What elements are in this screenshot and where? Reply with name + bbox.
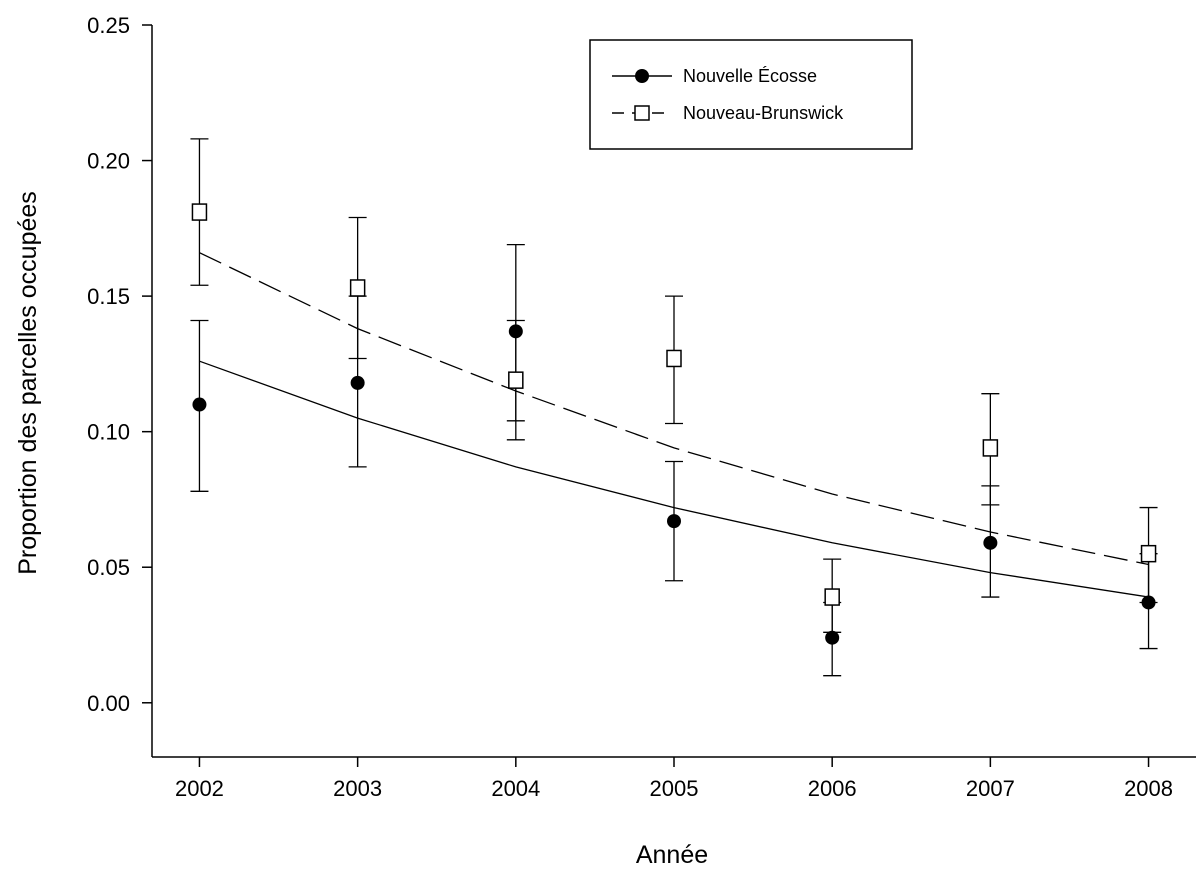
x-tick-label-4: 2006 (808, 776, 857, 801)
x-tick-label-1: 2003 (333, 776, 382, 801)
point-nouveau-brunswick-4 (824, 588, 840, 606)
y-axis: 0.00 0.05 0.10 0.15 0.20 0.25 (87, 13, 152, 716)
x-tick-label-6: 2008 (1124, 776, 1173, 801)
legend-box (589, 39, 913, 150)
y-tick-label-2: 0.10 (87, 420, 130, 445)
point-nouveau-brunswick-6 (1140, 544, 1157, 563)
x-tick-label-0: 2002 (175, 776, 224, 801)
point-nouveau-brunswick-0 (191, 203, 208, 221)
point-nouveau-brunswick-3 (666, 349, 682, 368)
point-nouvelle-ecosse-1 (350, 375, 365, 390)
error-bars (190, 138, 1158, 677)
legend: Nouvelle Écosse Nouveau-Brunswick (589, 39, 913, 150)
x-tick-label-3: 2005 (650, 776, 699, 801)
x-axis: 2002 2003 2004 2005 2006 2007 2008 (175, 757, 1173, 801)
markers (191, 203, 1157, 645)
point-nouveau-brunswick-1 (349, 279, 366, 297)
point-nouveau-brunswick-2 (508, 371, 524, 389)
point-nouvelle-ecosse-4 (825, 630, 840, 645)
x-tick-label-5: 2007 (966, 776, 1015, 801)
legend-marker-nouvelle-ecosse (635, 69, 649, 83)
y-tick-label-1: 0.05 (87, 555, 130, 580)
y-tick-label-3: 0.15 (87, 284, 130, 309)
point-nouvelle-ecosse-6 (1141, 595, 1156, 610)
y-tick-label-4: 0.20 (87, 149, 130, 174)
x-axis-title: Année (636, 841, 708, 869)
y-tick-label-5: 0.25 (87, 13, 130, 38)
point-nouvelle-ecosse-0 (192, 397, 207, 412)
y-tick-label-0: 0.00 (87, 691, 130, 716)
legend-marker-nouveau-brunswick (634, 105, 650, 121)
legend-label-nouvelle-ecosse: Nouvelle Écosse (683, 66, 817, 86)
y-axis-title: Proportion des parcelles occupées (14, 191, 42, 575)
point-nouvelle-ecosse-2 (508, 324, 523, 339)
point-nouvelle-ecosse-5 (983, 535, 998, 550)
legend-label-nouveau-brunswick: Nouveau-Brunswick (683, 103, 844, 123)
point-nouveau-brunswick-5 (982, 439, 999, 457)
point-nouvelle-ecosse-3 (667, 514, 681, 529)
x-tick-label-2: 2004 (491, 776, 540, 801)
